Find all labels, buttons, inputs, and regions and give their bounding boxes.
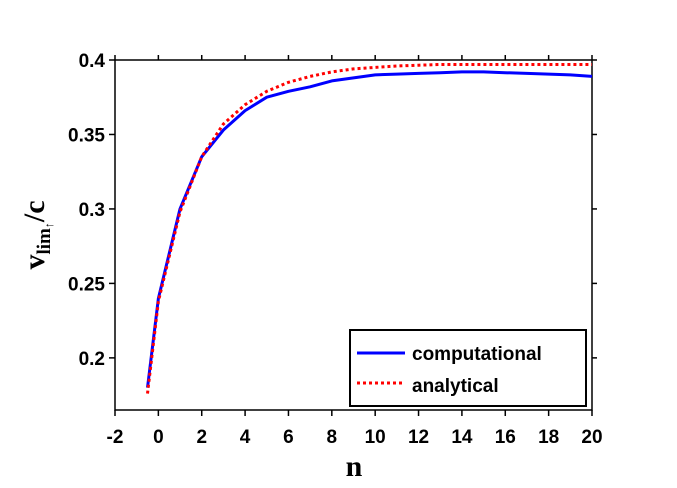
x-tick-label: 14: [451, 427, 473, 448]
x-tick-label: 8: [327, 427, 338, 448]
series-line-computational: [146, 70, 593, 388]
series-layer: [146, 63, 593, 394]
y-tick-label: 0.3: [79, 200, 105, 221]
series-line-analytical: [146, 63, 592, 394]
x-axis-label: n: [346, 450, 363, 483]
y-axis-label-denominator: c: [18, 200, 51, 213]
x-tick-label: 20: [581, 427, 602, 448]
tick-labels: -2 0 2 4 6 8 10 12 14 16 18 20 0.2 0.25 0.3 0.35 0.4: [68, 51, 603, 448]
plot-frame: [114, 59, 593, 411]
x-tick-label: 2: [196, 427, 207, 448]
x-tick-label: 4: [240, 427, 251, 448]
y-tick-label: 0.4: [79, 51, 106, 72]
y-axis-label: vlim↑/c: [18, 200, 56, 269]
x-tick-label: 12: [408, 427, 429, 448]
y-tick-label: 0.25: [68, 274, 105, 295]
y-tick-label: 0.2: [79, 349, 105, 370]
y-axis-label-subscript: lim: [34, 228, 55, 255]
legend-label-analytical: analytical: [412, 376, 499, 397]
y-axis-label-sub-subscript: ↑: [42, 222, 56, 228]
svg-text:vlim↑/c: vlim↑/c: [18, 200, 56, 269]
x-tick-label: 16: [495, 427, 516, 448]
x-tick-label: 10: [365, 427, 386, 448]
x-tick-label: -2: [107, 427, 124, 448]
y-axis-label-main: v: [18, 255, 51, 270]
y-axis-label-divider: /: [18, 213, 51, 223]
x-tick-label: 6: [283, 427, 294, 448]
x-tick-label: 0: [153, 427, 164, 448]
y-tick-label: 0.35: [68, 125, 105, 146]
axis-ticks: [109, 55, 597, 416]
legend-label-computational: computational: [412, 344, 542, 365]
legend-box: [349, 329, 587, 407]
x-tick-label: 18: [538, 427, 559, 448]
legend: computational analytical: [349, 329, 587, 407]
